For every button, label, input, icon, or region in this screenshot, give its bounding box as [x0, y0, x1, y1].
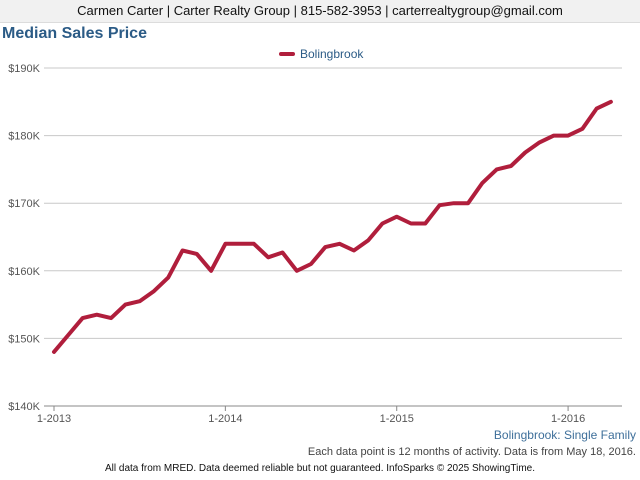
series-line-bolingbrook [52, 99, 613, 354]
data-point [352, 249, 356, 253]
data-point [609, 100, 613, 104]
data-point [495, 167, 499, 171]
data-point [309, 262, 313, 266]
legend-label: Bolingbrook [300, 47, 364, 61]
data-point [280, 251, 284, 255]
area-label: Bolingbrook: Single Family [493, 428, 636, 442]
data-point [509, 164, 513, 168]
data-point [138, 299, 142, 303]
data-point [223, 242, 227, 246]
x-tick-label: 1-2014 [208, 413, 242, 425]
data-point [395, 215, 399, 219]
y-tick-label: $140K [8, 401, 40, 413]
data-point [181, 249, 185, 253]
data-point [295, 269, 299, 273]
data-point [366, 238, 370, 242]
data-point [480, 181, 484, 185]
data-point [323, 245, 327, 249]
data-point [166, 276, 170, 280]
chart-title: Median Sales Price [2, 25, 147, 42]
x-tick-label: 1-2013 [37, 413, 71, 425]
contact-line: Carmen Carter | Carter Realty Group | 81… [77, 3, 563, 18]
data-point [409, 221, 413, 225]
y-tick-label: $160K [8, 266, 40, 278]
data-point [209, 269, 213, 273]
data-point [52, 350, 56, 354]
data-point [580, 127, 584, 131]
data-point [238, 242, 242, 246]
legend: Bolingbrook [279, 46, 363, 62]
data-point [109, 316, 113, 320]
data-point [438, 203, 442, 207]
data-point [152, 289, 156, 293]
data-point [338, 242, 342, 246]
y-tick-label: $190K [8, 63, 40, 75]
header-bar: Carmen Carter | Carter Realty Group | 81… [0, 0, 640, 23]
y-tick-label: $150K [8, 333, 40, 345]
data-point [380, 221, 384, 225]
data-point [523, 151, 527, 155]
data-point [66, 333, 70, 337]
disclaimer: All data from MRED. Data deemed reliable… [104, 463, 535, 474]
data-point [81, 316, 85, 320]
data-point [95, 313, 99, 317]
y-tick-label: $180K [8, 131, 40, 143]
data-point [566, 134, 570, 138]
data-point [538, 140, 542, 144]
data-point [266, 255, 270, 259]
data-point [252, 242, 256, 246]
data-point [123, 303, 127, 307]
data-point [423, 221, 427, 225]
x-tick-label: 1-2015 [380, 413, 414, 425]
data-point [452, 201, 456, 205]
data-point [595, 107, 599, 111]
y-tick-label: $170K [8, 198, 40, 210]
data-point [466, 201, 470, 205]
data-point [552, 134, 556, 138]
data-point [195, 252, 199, 256]
data-note: Each data point is 12 months of activity… [307, 446, 636, 458]
x-tick-label: 1-2016 [551, 413, 585, 425]
legend-swatch [279, 52, 295, 56]
